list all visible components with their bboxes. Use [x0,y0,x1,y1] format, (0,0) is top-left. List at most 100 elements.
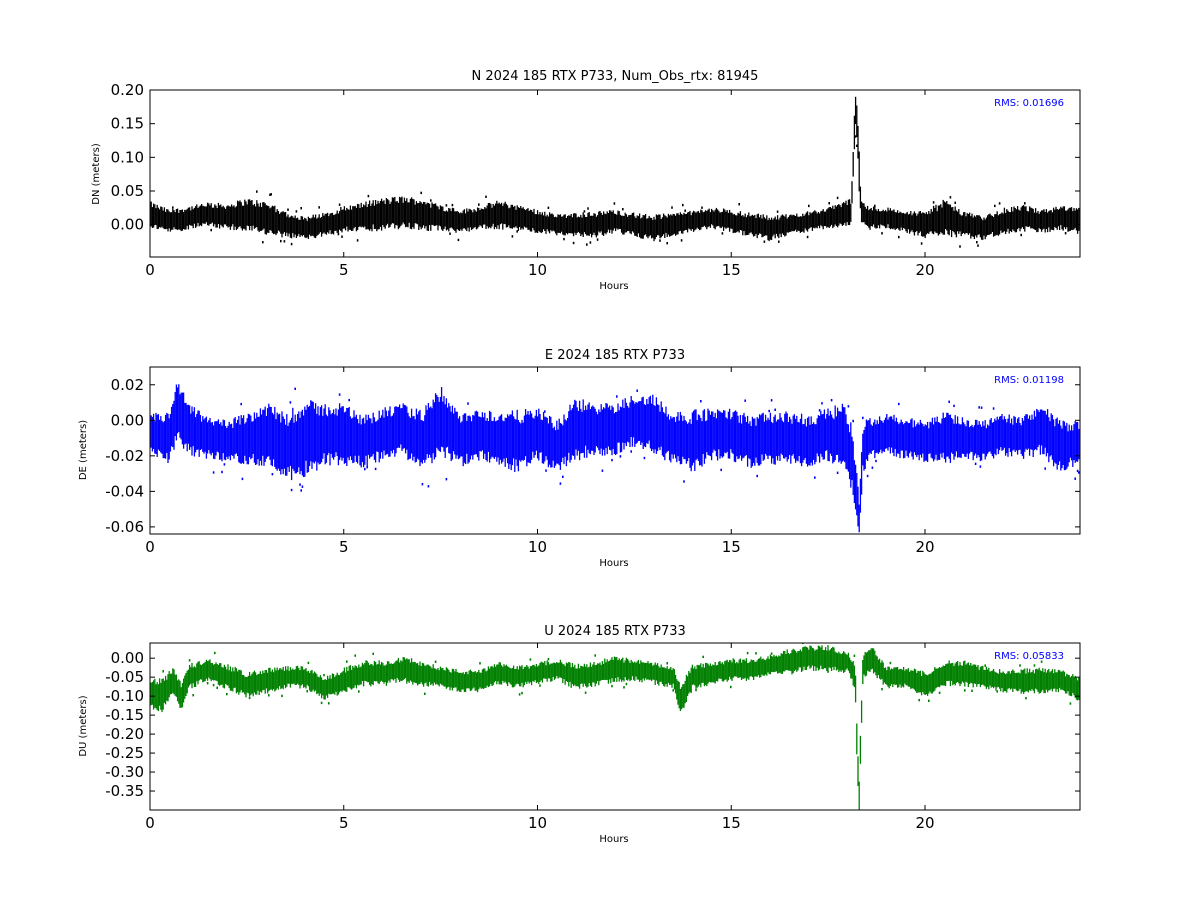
outlier-point [1025,697,1027,700]
outlier-point [346,660,348,663]
y-tick-label: -0.06 [105,518,144,536]
outlier-point [457,238,460,242]
outlier-point [836,471,839,474]
outlier-point [920,242,923,245]
outlier-point [680,239,683,242]
outlier-point [307,661,310,665]
outlier-point [479,662,481,665]
x-tick-label: 15 [722,538,741,556]
outlier-point [584,691,587,694]
outlier-point [977,244,979,247]
outlier-point [356,239,359,242]
outlier-point [992,407,995,410]
outlier-point [544,410,546,413]
outlier-point [248,696,251,700]
outlier-point [1019,664,1021,667]
outlier-point [358,690,360,693]
outlier-point [341,235,343,238]
outlier-point [212,471,215,474]
y-tick-label: -0.35 [105,782,144,800]
outlier-point [240,402,242,406]
outlier-point [881,232,883,235]
outlier-point [978,406,980,409]
x-tick-label: 20 [915,538,934,556]
panel-up: U 2024 185 RTX P733 0 5 10 15 200.00-0.05-0.… [78,624,1081,845]
outlier-point [874,204,876,208]
y-axis-label: DU (meters) [78,695,89,756]
outlier-point [949,196,952,199]
outlier-point [976,241,978,244]
plot-area: 0 5 10 15 20 0.02 0.00 -0.02 -0.04 -0.06 [105,366,1081,556]
outlier-point [188,659,191,662]
outlier-point [1076,469,1079,473]
outlier-point [271,473,274,476]
outlier-point [854,135,857,138]
outlier-point [323,673,325,677]
outlier-point [959,245,961,248]
outlier-point [192,694,194,697]
outlier-point [702,655,704,659]
outlier-point [616,395,618,398]
outlier-point [162,670,164,673]
outlier-point [979,465,982,468]
outlier-point [216,686,218,689]
outlier-point [852,419,854,423]
outlier-point [214,651,216,655]
outlier-point [354,654,356,657]
y-tick-label: 0.00 [111,411,144,429]
outlier-point [659,239,661,242]
chart-title: E 2024 185 RTX P733 [545,348,685,363]
outlier-point [485,195,487,198]
outlier-point [756,474,758,478]
plot-area: 0 5 10 15 20 0.20 0.15 0.10 0.05 0.00 [111,81,1081,279]
outlier-point [367,194,370,198]
outlier-point [666,242,668,245]
outlier-point [348,398,350,402]
x-tick-label: 10 [528,261,547,279]
outlier-point [875,459,877,463]
outlier-point [932,201,935,204]
panel-east: E 2024 185 RTX P733 0 5 10 15 20 0.02 0.00 -0.0… [78,348,1081,569]
x-tick-label: 0 [145,261,155,279]
outlier-point [545,469,547,472]
rms-annotation: RMS: 0.01696 [994,98,1064,109]
outlier-point [586,243,588,246]
outlier-point [862,416,864,420]
axes-frame [149,89,1081,258]
x-tick-label: 20 [915,814,934,832]
outlier-point [280,239,282,243]
axes-frame [149,642,1081,811]
outlier-point [898,402,900,406]
outlier-point [290,242,293,246]
outlier-point [221,470,223,474]
outlier-point [611,684,613,688]
outlier-point [445,478,448,481]
outlier-point [547,206,550,209]
panel-north: N 2024 185 RTX P733, Num_Obs_rtx: 81945 … [91,69,1081,292]
outlier-point [262,241,264,244]
outlier-point [830,399,833,402]
x-tick-label: 15 [722,261,741,279]
y-tick-label: -0.15 [105,706,144,724]
outlier-point [806,235,809,239]
outlier-point [562,475,564,478]
outlier-point [241,477,244,481]
outlier-point [300,207,302,210]
outlier-point [613,202,616,205]
outlier-point [583,210,586,213]
outlier-point [630,450,632,453]
outlier-point [529,658,532,661]
outlier-point [1040,660,1043,663]
outlier-point [301,485,304,488]
outlier-point [318,206,320,209]
outlier-point [682,203,684,207]
outlier-point [984,664,986,667]
outlier-point [594,654,596,657]
outlier-point [516,230,518,233]
outlier-point [206,682,209,685]
outlier-point [223,463,226,466]
x-tick-label: 20 [915,261,934,279]
outlier-point [836,196,839,200]
y-tick-label: -0.10 [105,687,144,705]
outlier-point [295,210,298,213]
